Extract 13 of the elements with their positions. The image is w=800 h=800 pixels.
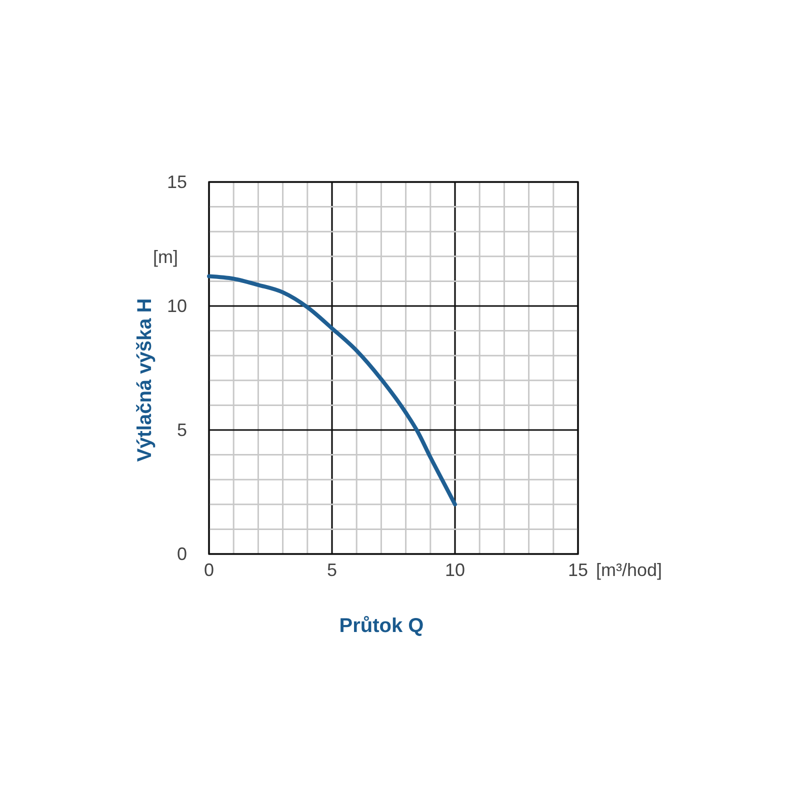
y-tick-label: 0 xyxy=(176,544,187,564)
x-tick-label: 15 xyxy=(568,560,588,580)
x-tick-label: 0 xyxy=(204,560,214,580)
text: [m³/hod] xyxy=(596,560,662,580)
y-tick-label: 15 xyxy=(166,172,187,192)
x-tick-label: 10 xyxy=(444,560,466,580)
x-axis-title: Průtok Q xyxy=(339,615,424,637)
x-tick-label: 5 xyxy=(326,560,338,580)
y-tick-label: 10 xyxy=(166,296,187,316)
line-series xyxy=(207,274,457,506)
y-axis-title: Výtlačná výška H xyxy=(134,298,156,462)
y-tick-label: 5 xyxy=(176,420,187,440)
text: [m] xyxy=(153,246,178,267)
